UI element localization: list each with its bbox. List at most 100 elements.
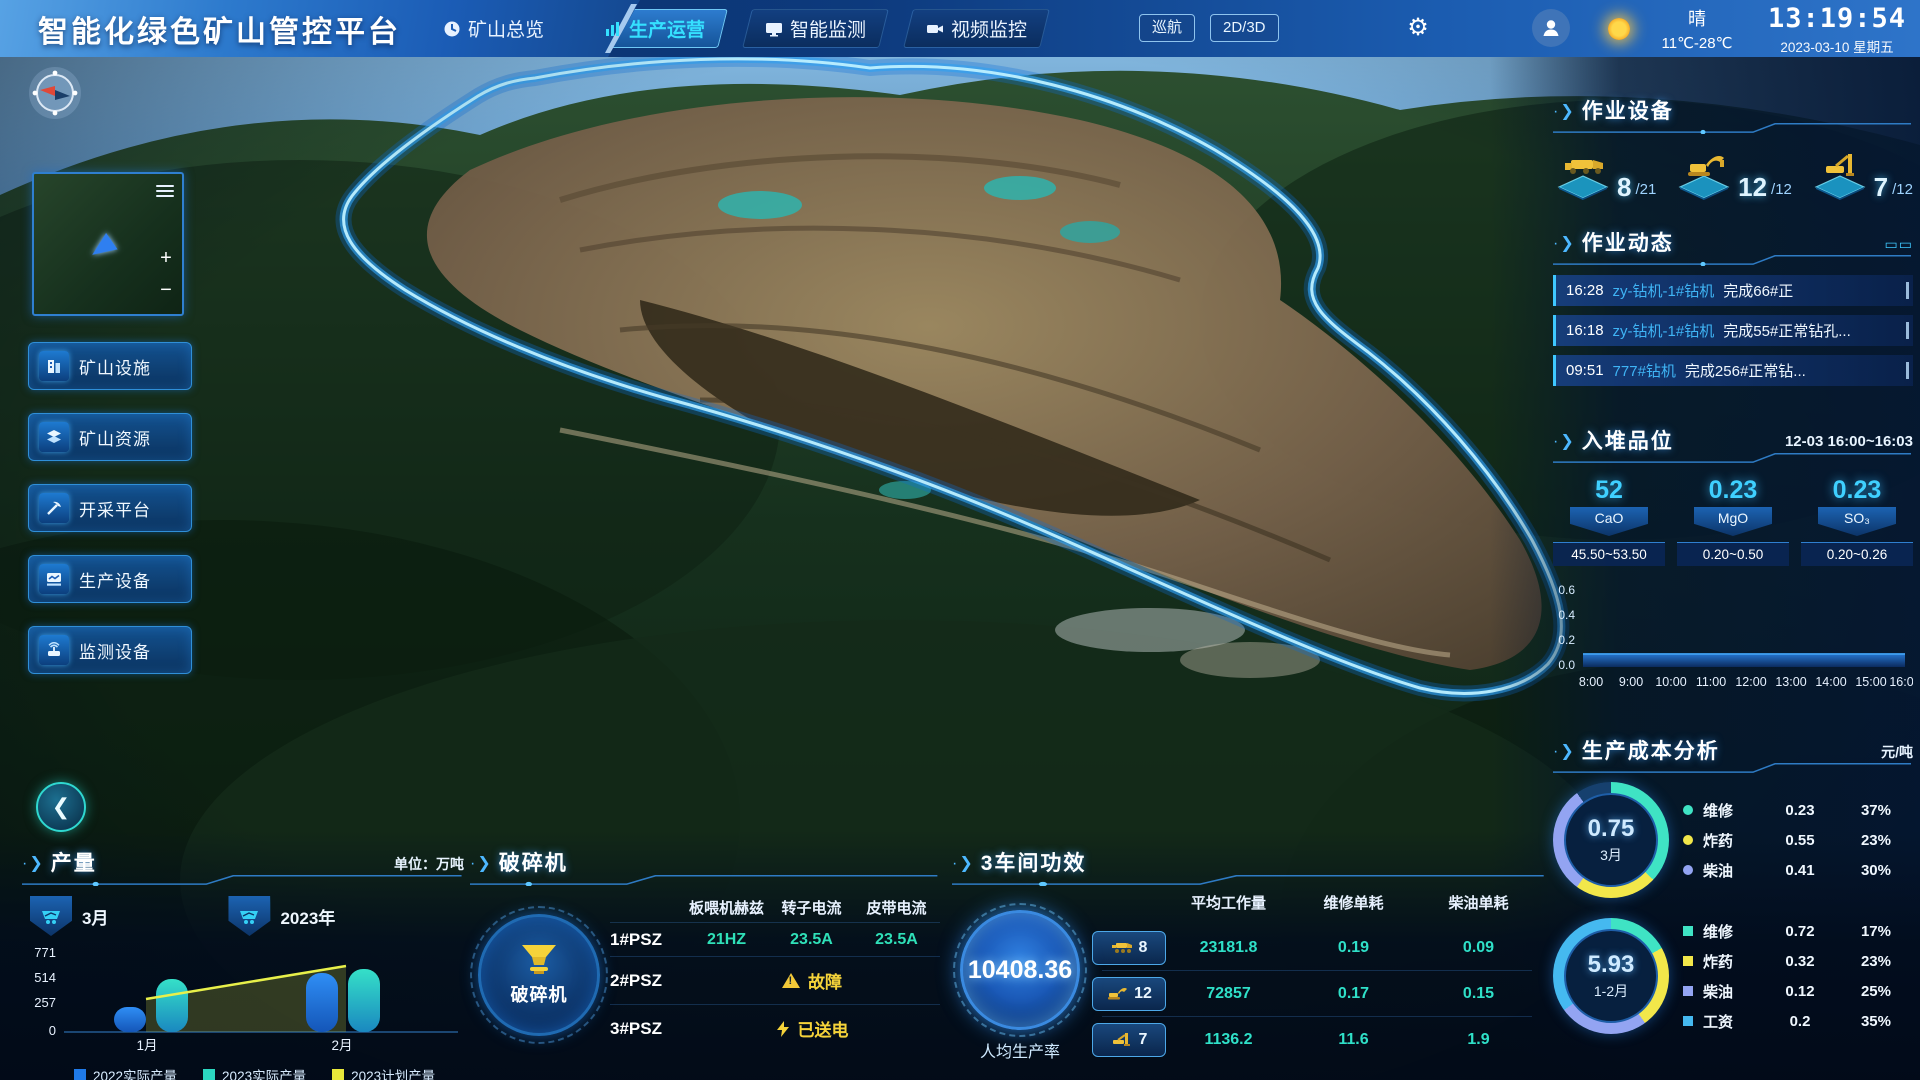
nav-production-operation[interactable]: 生产运营: [581, 9, 728, 48]
equipment-item-trucks[interactable]: 8 /21: [1553, 148, 1656, 200]
grade-name-badge: SO₃: [1818, 507, 1896, 536]
minimap-layers-icon[interactable]: [156, 182, 174, 200]
tab-year-2023[interactable]: 2023年: [228, 896, 335, 936]
grade-metric-cao: 52 CaO 45.50~53.50: [1553, 476, 1665, 566]
svg-text:10:00: 10:00: [1655, 675, 1686, 689]
settings-gear-icon[interactable]: ⚙: [1407, 14, 1429, 41]
activity-panel: ❯ 作业动态 ▭▭ 16:28 zy-钻机-1#钻机 完成66#正 16:18 …: [1553, 232, 1913, 386]
building-icon: [39, 351, 69, 381]
activity-log-row[interactable]: 09:51 777#钻机 完成256#正常钻...: [1553, 355, 1913, 386]
legend-row: 炸药 0.55 23%: [1683, 825, 1913, 855]
sun-weather-icon: [1608, 18, 1630, 40]
log-device: zy-钻机-1#钻机: [1612, 323, 1715, 340]
crusher-row-3psz: 3#PSZ 已送电: [610, 1004, 940, 1052]
sidebar-item-monitoring-equipment[interactable]: 监测设备: [28, 626, 192, 674]
weather-temperature: 11℃-28℃: [1661, 35, 1733, 52]
crusher-status: 故障: [808, 973, 842, 992]
nav-label: 矿山总览: [468, 20, 545, 41]
nav-label: 生产运营: [629, 20, 706, 41]
log-device: 777#钻机: [1612, 363, 1676, 380]
nav-smart-monitoring[interactable]: 智能监测: [742, 9, 889, 48]
panel-underline: [1553, 255, 1911, 266]
legend-dot: [1683, 805, 1693, 815]
user-avatar[interactable]: [1532, 9, 1570, 47]
collapse-back-button[interactable]: ❮: [36, 782, 86, 832]
weather-condition: 晴: [1688, 9, 1706, 29]
dimension-toggle-button[interactable]: 2D/3D: [1210, 14, 1279, 42]
minimap-zoom-in-button[interactable]: +: [160, 247, 172, 269]
crusher-hopper-icon: [522, 945, 556, 974]
grade-trend-chart: 0.6 0.4 0.2 0.0 8:00 9:00 10:00 11:00 12…: [1558, 583, 1920, 689]
workshop-panel: ❯ 3车间功效 10408.36 人均生产率 平均工作量 维修单耗 柴油单耗 8…: [952, 852, 1547, 1072]
equipment-count: 12: [1738, 172, 1768, 202]
sidebar-item-mine-facilities[interactable]: 矿山设施: [28, 342, 192, 390]
equipment-item-drills[interactable]: 7 /12: [1810, 148, 1913, 200]
machine-icon: [39, 564, 69, 594]
row-count: 8: [1138, 939, 1148, 956]
app-title-block: 智能化绿色矿山管控平台: [0, 0, 640, 57]
sidebar-item-label: 监测设备: [79, 642, 151, 662]
bar-chart-icon: [606, 21, 620, 36]
sidebar-item-label: 生产设备: [79, 571, 151, 591]
equipment-count: 7: [1873, 172, 1889, 202]
row-divider: [1102, 1016, 1532, 1017]
grade-metric-so3: 0.23 SO₃ 0.20~0.26: [1801, 476, 1913, 566]
row-count: 12: [1134, 985, 1152, 1002]
compass-control[interactable]: [26, 64, 84, 122]
minimap-position-arrow: [86, 232, 118, 264]
current-time: 13:19:54: [1767, 3, 1907, 34]
person-icon: [1543, 20, 1559, 36]
crusher-status-circle[interactable]: 破碎机: [470, 906, 608, 1044]
grade-name-badge: MgO: [1694, 507, 1772, 536]
svg-text:15:00: 15:00: [1855, 675, 1886, 689]
excavator-count-button[interactable]: 12: [1092, 977, 1166, 1011]
cruise-button[interactable]: 巡航: [1139, 14, 1196, 42]
legend-row: 柴油 0.12 25%: [1683, 976, 1913, 1006]
panel-underline: [470, 875, 938, 886]
legend-item: 2022实际产量: [74, 1065, 177, 1080]
legend-square: [332, 1069, 345, 1080]
kpi-label: 人均生产率: [979, 1044, 1060, 1061]
activity-log-row[interactable]: 16:18 zy-钻机-1#钻机 完成55#正常钻孔...: [1553, 315, 1913, 346]
grade-range: 45.50~53.50: [1553, 542, 1665, 566]
compass-needle: [40, 86, 55, 96]
cost-donut-jan-feb: 5.93 1-2月 维修 0.72 17% 炸药 0.32 23% 柴油 0.12 25% 工…: [1553, 916, 1913, 1036]
legend-row: 柴油 0.41 30%: [1683, 855, 1913, 885]
nav-video-surveillance[interactable]: 视频监控: [903, 9, 1050, 48]
legend-row: 炸药 0.32 23%: [1683, 946, 1913, 976]
cost-donut-chart: 0.75 3月: [1553, 782, 1669, 898]
grade-range: 0.20~0.50: [1677, 542, 1789, 566]
crusher-table-header: 板喂机赫兹 转子电流 皮带电流: [688, 899, 927, 917]
donut-period: 3月: [1600, 847, 1622, 863]
legend-square: [1683, 986, 1693, 996]
cost-legend: 维修 0.23 37% 炸药 0.55 23% 柴油 0.41 30%: [1683, 795, 1913, 885]
svg-text:9:00: 9:00: [1619, 675, 1643, 689]
tab-march[interactable]: 3月: [30, 896, 108, 936]
legend-square: [74, 1069, 86, 1080]
equipment-item-excavators[interactable]: 12 /12: [1674, 148, 1792, 200]
svg-text:2月: 2月: [331, 1038, 352, 1053]
svg-text:0.2: 0.2: [1558, 633, 1575, 647]
nav-mine-overview[interactable]: 矿山总览: [420, 9, 567, 48]
log-message: 完成66#正: [1723, 283, 1794, 300]
sidebar-item-mining-platform[interactable]: 开采平台: [28, 484, 192, 532]
drill-count-button[interactable]: 7: [1092, 1023, 1166, 1057]
legend-square: [1683, 1016, 1693, 1026]
sidebar-item-mine-resources[interactable]: 矿山资源: [28, 413, 192, 461]
sidebar-item-label: 开采平台: [79, 500, 151, 520]
svg-text:13:00: 13:00: [1775, 675, 1806, 689]
log-message: 完成55#正常钻孔...: [1723, 323, 1851, 340]
minimap[interactable]: + −: [32, 172, 184, 316]
svg-text:12:00: 12:00: [1735, 675, 1766, 689]
power-icon: [776, 1020, 789, 1037]
sidebar-item-label: 矿山资源: [79, 429, 151, 449]
workshop-row-drills: 7 1136.2 11.6 1.9: [1092, 1020, 1542, 1060]
minimap-zoom-out-button[interactable]: −: [160, 279, 172, 301]
truck-count-button[interactable]: 8: [1092, 931, 1166, 965]
sidebar-item-production-equipment[interactable]: 生产设备: [28, 555, 192, 603]
activity-log-row[interactable]: 16:28 zy-钻机-1#钻机 完成66#正: [1553, 275, 1913, 306]
log-time: 16:18: [1566, 322, 1604, 339]
crusher-table: 板喂机赫兹 转子电流 皮带电流 1#PSZ 21HZ 23.5A 23.5A 2…: [610, 892, 940, 1052]
